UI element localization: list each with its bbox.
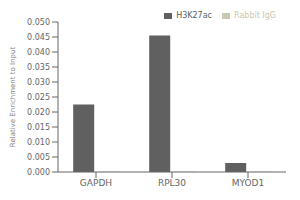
svg-text:0.045: 0.045: [27, 33, 50, 42]
svg-text:0.000: 0.000: [27, 168, 50, 177]
svg-text:0.035: 0.035: [27, 63, 50, 72]
svg-text:0.025: 0.025: [27, 93, 50, 102]
svg-text:0.010: 0.010: [27, 138, 50, 147]
svg-text:RPL30: RPL30: [158, 178, 186, 188]
html-text:H3K27ac: H3K27ac: [176, 11, 212, 20]
svg-text:0.005: 0.005: [27, 153, 50, 162]
svg-text:0.040: 0.040: [27, 48, 50, 57]
svg-text:Relative Enrichment to Input: Relative Enrichment to Input: [9, 47, 17, 148]
svg-text:MYOD1: MYOD1: [232, 178, 265, 188]
svg-text:0.050: 0.050: [27, 18, 50, 27]
html-text:Rabbit IgG: Rabbit IgG: [234, 11, 276, 20]
svg-text:0.020: 0.020: [27, 108, 50, 117]
svg-text:GAPDH: GAPDH: [80, 178, 112, 188]
svg-text:0.015: 0.015: [27, 123, 50, 132]
svg-text:0.030: 0.030: [27, 78, 50, 87]
